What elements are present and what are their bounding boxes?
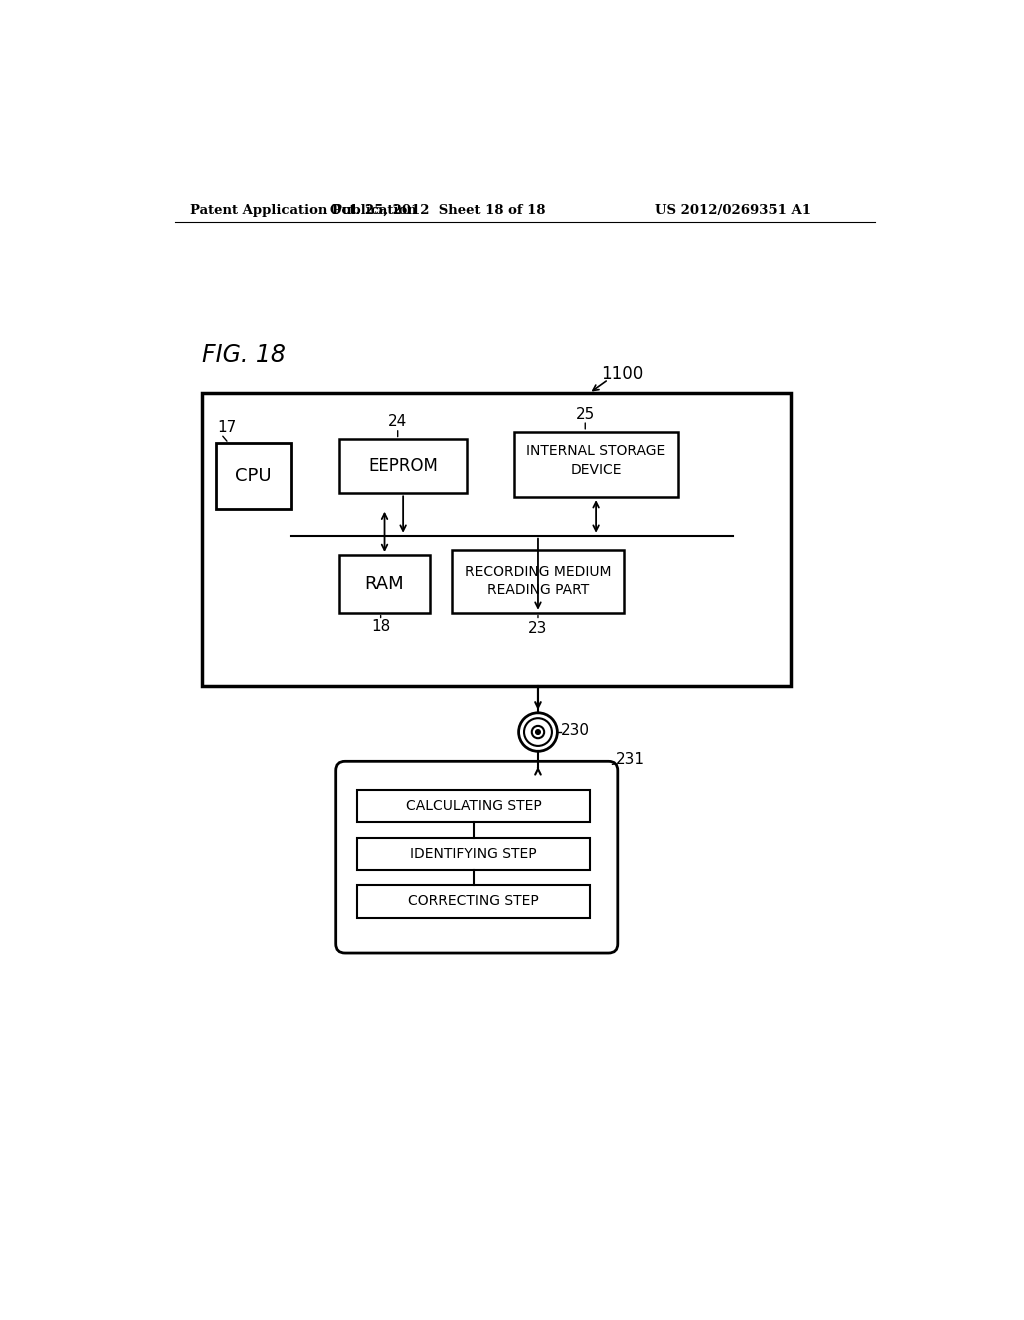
Bar <box>357 886 590 917</box>
FancyBboxPatch shape <box>336 762 617 953</box>
Text: 230: 230 <box>561 723 590 738</box>
Text: FIG. 18: FIG. 18 <box>202 343 286 367</box>
Text: 231: 231 <box>616 751 645 767</box>
Text: 18: 18 <box>371 619 390 634</box>
Bar <box>339 554 430 612</box>
Text: RECORDING MEDIUM
READING PART: RECORDING MEDIUM READING PART <box>465 565 611 598</box>
Bar <box>202 393 791 686</box>
Text: Patent Application Publication: Patent Application Publication <box>190 205 417 218</box>
Text: CORRECTING STEP: CORRECTING STEP <box>409 895 539 908</box>
Text: US 2012/0269351 A1: US 2012/0269351 A1 <box>655 205 811 218</box>
Bar <box>216 444 291 508</box>
Text: EEPROM: EEPROM <box>369 458 438 475</box>
Bar <box>357 838 590 870</box>
Bar <box>339 440 467 494</box>
Text: 17: 17 <box>217 420 237 436</box>
Text: 1100: 1100 <box>601 366 643 383</box>
Bar <box>452 549 624 612</box>
Bar <box>514 432 678 498</box>
Text: 23: 23 <box>528 620 548 636</box>
Text: CALCULATING STEP: CALCULATING STEP <box>406 799 542 813</box>
Text: RAM: RAM <box>365 574 404 593</box>
Text: INTERNAL STORAGE
DEVICE: INTERNAL STORAGE DEVICE <box>526 445 666 477</box>
Text: IDENTIFYING STEP: IDENTIFYING STEP <box>411 846 537 861</box>
Circle shape <box>536 730 541 734</box>
Text: Oct. 25, 2012  Sheet 18 of 18: Oct. 25, 2012 Sheet 18 of 18 <box>331 205 546 218</box>
Text: 24: 24 <box>388 414 408 429</box>
Text: CPU: CPU <box>234 467 271 484</box>
Text: 25: 25 <box>575 407 595 421</box>
Bar <box>357 789 590 822</box>
